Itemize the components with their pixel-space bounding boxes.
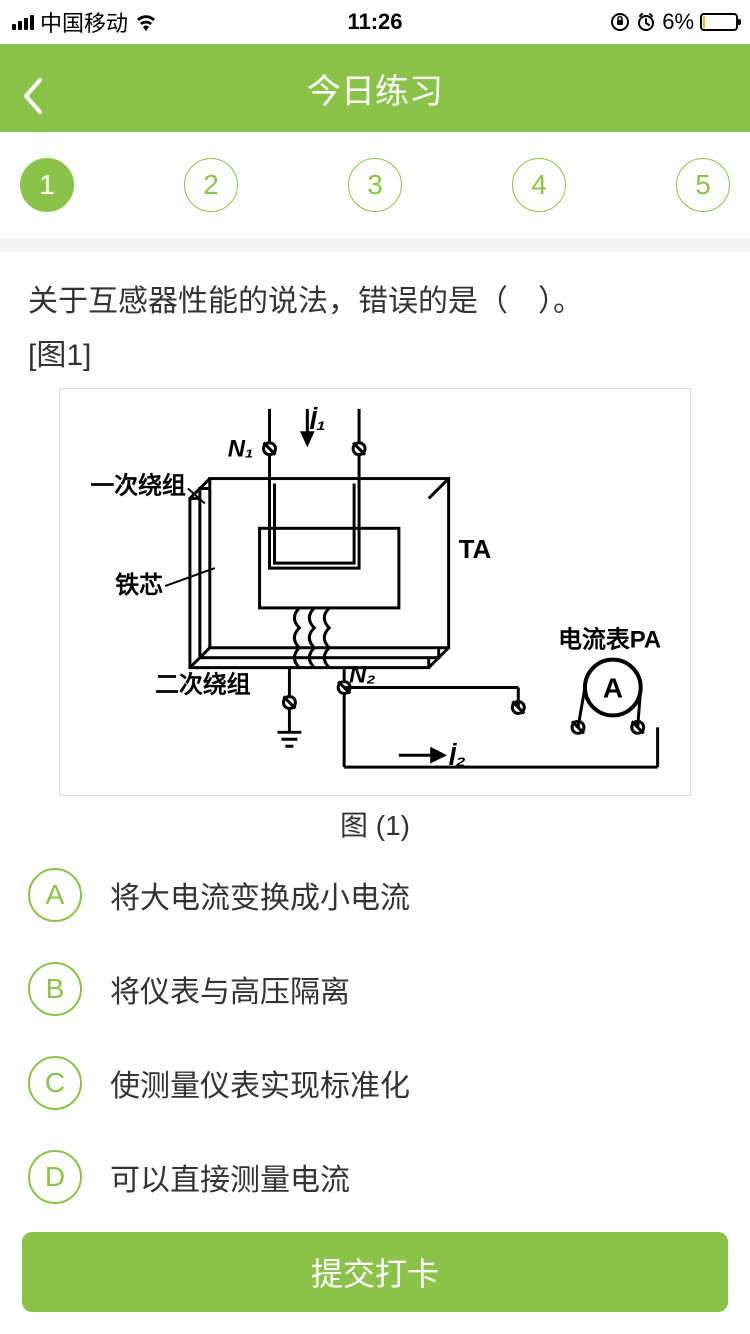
label-n1: N₁	[228, 436, 254, 463]
status-left: 中国移动	[12, 6, 158, 38]
ammeter-symbol: A	[603, 672, 623, 703]
option-b[interactable]: B 将仪表与高压隔离	[28, 962, 722, 1016]
label-ta: TA	[459, 536, 492, 564]
question-nav-1[interactable]: 1	[20, 158, 74, 212]
battery-fill	[703, 16, 705, 28]
question-nav-3[interactable]: 3	[348, 158, 402, 212]
label-n2: N₂	[349, 662, 375, 689]
option-text-a: 将大电流变换成小电流	[110, 873, 410, 917]
question-nav-5[interactable]: 5	[676, 158, 730, 212]
question-nav-4[interactable]: 4	[512, 158, 566, 212]
battery-icon	[700, 13, 738, 31]
signal-icon	[12, 15, 34, 30]
question-number-nav: 1 2 3 4 5	[0, 132, 750, 238]
page-title: 今日练习	[307, 64, 443, 113]
label-secondary: 二次绕组	[155, 671, 251, 699]
nav-bar: 今日练习	[0, 44, 750, 132]
status-bar: 中国移动 11:26 6%	[0, 0, 750, 44]
option-d[interactable]: D 可以直接测量电流	[28, 1150, 722, 1204]
option-c[interactable]: C 使测量仪表实现标准化	[28, 1056, 722, 1110]
carrier-label: 中国移动	[40, 6, 128, 38]
label-primary: 一次绕组	[90, 471, 186, 499]
option-letter-a: A	[28, 868, 82, 922]
option-text-c: 使测量仪表实现标准化	[110, 1061, 410, 1105]
figure-reference: [图1]	[28, 330, 722, 374]
submit-bar: 提交打卡	[0, 1210, 750, 1334]
rotation-lock-icon	[610, 12, 630, 32]
option-letter-b: B	[28, 962, 82, 1016]
transformer-diagram: İ₁ N₁ 一次绕组 铁芯 TA 二次绕组 N₂ İ₂ 电流表PA A	[60, 389, 690, 795]
label-core: 铁芯	[115, 572, 163, 599]
option-letter-c: C	[28, 1056, 82, 1110]
label-i2: İ₂	[449, 743, 466, 771]
battery-percent: 6%	[662, 9, 694, 35]
diagram-figure: İ₁ N₁ 一次绕组 铁芯 TA 二次绕组 N₂ İ₂ 电流表PA A	[59, 388, 691, 796]
status-right: 6%	[610, 9, 738, 35]
figure-caption: 图 (1)	[28, 804, 722, 844]
submit-button[interactable]: 提交打卡	[22, 1232, 728, 1312]
status-time: 11:26	[347, 9, 402, 35]
question-nav-2[interactable]: 2	[184, 158, 238, 212]
option-a[interactable]: A 将大电流变换成小电流	[28, 868, 722, 922]
submit-label: 提交打卡	[311, 1249, 439, 1295]
label-i1: İ₁	[309, 407, 325, 435]
question-text: 关于互感器性能的说法，错误的是（ ）。	[28, 278, 722, 326]
question-content: 关于互感器性能的说法，错误的是（ ）。 [图1]	[0, 252, 750, 1264]
wifi-icon	[134, 13, 158, 31]
back-button[interactable]	[20, 76, 44, 100]
option-text-d: 可以直接测量电流	[110, 1155, 350, 1199]
alarm-icon	[636, 12, 656, 32]
option-text-b: 将仪表与高压隔离	[110, 967, 350, 1011]
option-letter-d: D	[28, 1150, 82, 1204]
label-ammeter: 电流表PA	[558, 627, 661, 654]
